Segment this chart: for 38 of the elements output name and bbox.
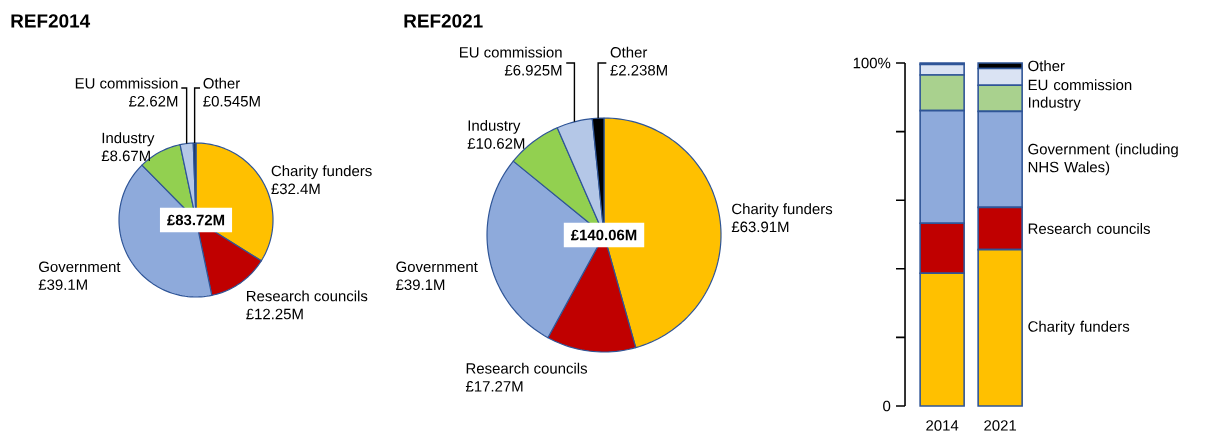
data-label: £8.67M [101, 150, 150, 162]
series-label: Industry [1028, 96, 1081, 111]
data-label: £17.27M [465, 381, 523, 392]
data-label: £63.91M [731, 221, 789, 233]
data-label: £2.238M [610, 64, 667, 76]
slice-label: Industry [102, 132, 155, 147]
y-tick-label: 0 [883, 400, 891, 412]
data-label: £32.4M [271, 183, 320, 195]
text: £140.06M [570, 229, 637, 241]
chart-title: REF2021 [404, 14, 483, 28]
slice-label: Charity funders [732, 203, 833, 218]
data-label: £2.62M [129, 95, 178, 107]
data-label: £0.545M [203, 95, 260, 107]
slice-label: Other [203, 77, 240, 89]
slice-label: EU commission [75, 77, 178, 89]
data-label: £39.1M [396, 279, 445, 291]
slice-label: Research councils [466, 362, 588, 374]
data-label: £10.62M [467, 138, 525, 149]
y-tick-label: 100% [853, 57, 891, 69]
series-label: Government (including NHS Wales) [1028, 143, 1178, 176]
series-label: EU commission [1028, 79, 1132, 91]
slice-label: Research councils [247, 290, 368, 302]
data-label: £12.25M [246, 308, 303, 320]
slice-label: Government [396, 261, 478, 273]
text: £83.72M [167, 214, 225, 226]
series-label: Other [1028, 60, 1065, 72]
chart-title: REF2014 [11, 14, 91, 28]
x-tick-label: 2021 [984, 420, 1017, 431]
slice-label: Government [39, 261, 121, 273]
slice-label: Other [610, 46, 648, 58]
series-label: Charity funders [1028, 320, 1130, 335]
data-label: £6.925M [504, 64, 562, 76]
slice-label: Charity funders [271, 165, 372, 180]
series-label: Research councils [1028, 223, 1150, 234]
slice-label: EU commission [460, 46, 562, 58]
data-label: £39.1M [38, 279, 87, 290]
x-tick-label: 2014 [926, 420, 959, 431]
slice-label: Industry [468, 119, 521, 134]
